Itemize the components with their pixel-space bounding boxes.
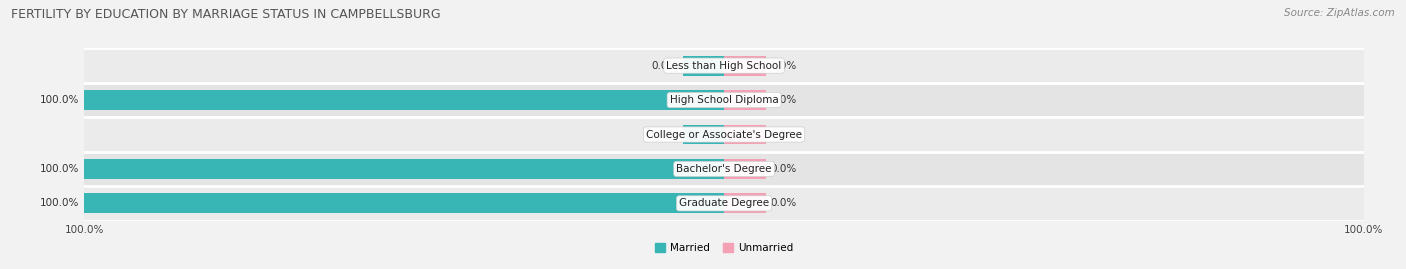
Bar [724,56,766,76]
Text: 0.0%: 0.0% [651,61,678,71]
Text: High School Diploma: High School Diploma [669,95,779,105]
Bar [84,152,1364,186]
Bar [84,83,1364,117]
Legend: Married, Unmarried: Married, Unmarried [655,243,793,253]
Text: 0.0%: 0.0% [770,164,797,174]
Bar [724,159,766,179]
Text: 0.0%: 0.0% [651,129,678,140]
Text: 0.0%: 0.0% [770,129,797,140]
Text: 100.0%: 100.0% [39,95,79,105]
Bar [84,90,724,110]
Text: Less than High School: Less than High School [666,61,782,71]
Text: Graduate Degree: Graduate Degree [679,198,769,208]
Bar [84,117,1364,152]
Bar [84,186,1364,221]
Bar [84,193,724,213]
Bar [682,56,724,76]
Text: 0.0%: 0.0% [770,198,797,208]
Bar [724,193,766,213]
Text: 100.0%: 100.0% [39,198,79,208]
Bar [84,48,1364,83]
Bar [724,90,766,110]
Text: FERTILITY BY EDUCATION BY MARRIAGE STATUS IN CAMPBELLSBURG: FERTILITY BY EDUCATION BY MARRIAGE STATU… [11,8,441,21]
Text: 0.0%: 0.0% [770,95,797,105]
Text: Bachelor's Degree: Bachelor's Degree [676,164,772,174]
Bar [84,159,724,179]
Bar [682,125,724,144]
Text: 100.0%: 100.0% [39,164,79,174]
Text: College or Associate's Degree: College or Associate's Degree [647,129,801,140]
Bar [724,125,766,144]
Text: 0.0%: 0.0% [770,61,797,71]
Text: Source: ZipAtlas.com: Source: ZipAtlas.com [1284,8,1395,18]
